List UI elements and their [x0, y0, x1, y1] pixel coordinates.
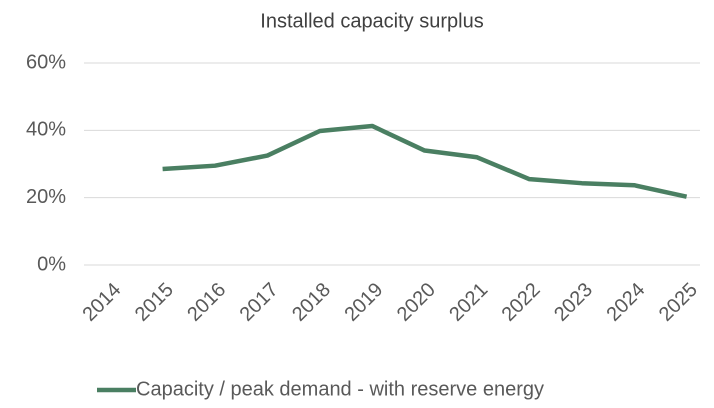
x-tick-label: 2015 — [131, 279, 178, 326]
x-tick-label: 2023 — [550, 279, 597, 326]
data-line — [162, 123, 688, 199]
legend-label: Capacity / peak demand - with reserve en… — [136, 378, 544, 400]
y-tick-label: 40% — [26, 119, 66, 141]
chart-title: Installed capacity surplus — [260, 10, 483, 32]
x-tick-label: 2020 — [393, 279, 440, 326]
x-tick-label: 2021 — [445, 279, 492, 326]
x-tick-label: 2019 — [340, 279, 387, 326]
x-tick-label: 2022 — [498, 279, 545, 326]
x-tick-label: 2016 — [183, 279, 230, 326]
y-tick-label: 0% — [37, 253, 66, 275]
x-tick-label: 2014 — [78, 279, 125, 326]
x-tick-label: 2025 — [655, 279, 702, 326]
x-tick-label: 2024 — [602, 279, 649, 326]
x-tick-label: 2018 — [288, 279, 335, 326]
x-tick-label: 2017 — [236, 279, 283, 326]
y-tick-label: 60% — [26, 51, 66, 73]
y-tick-label: 20% — [26, 186, 66, 208]
